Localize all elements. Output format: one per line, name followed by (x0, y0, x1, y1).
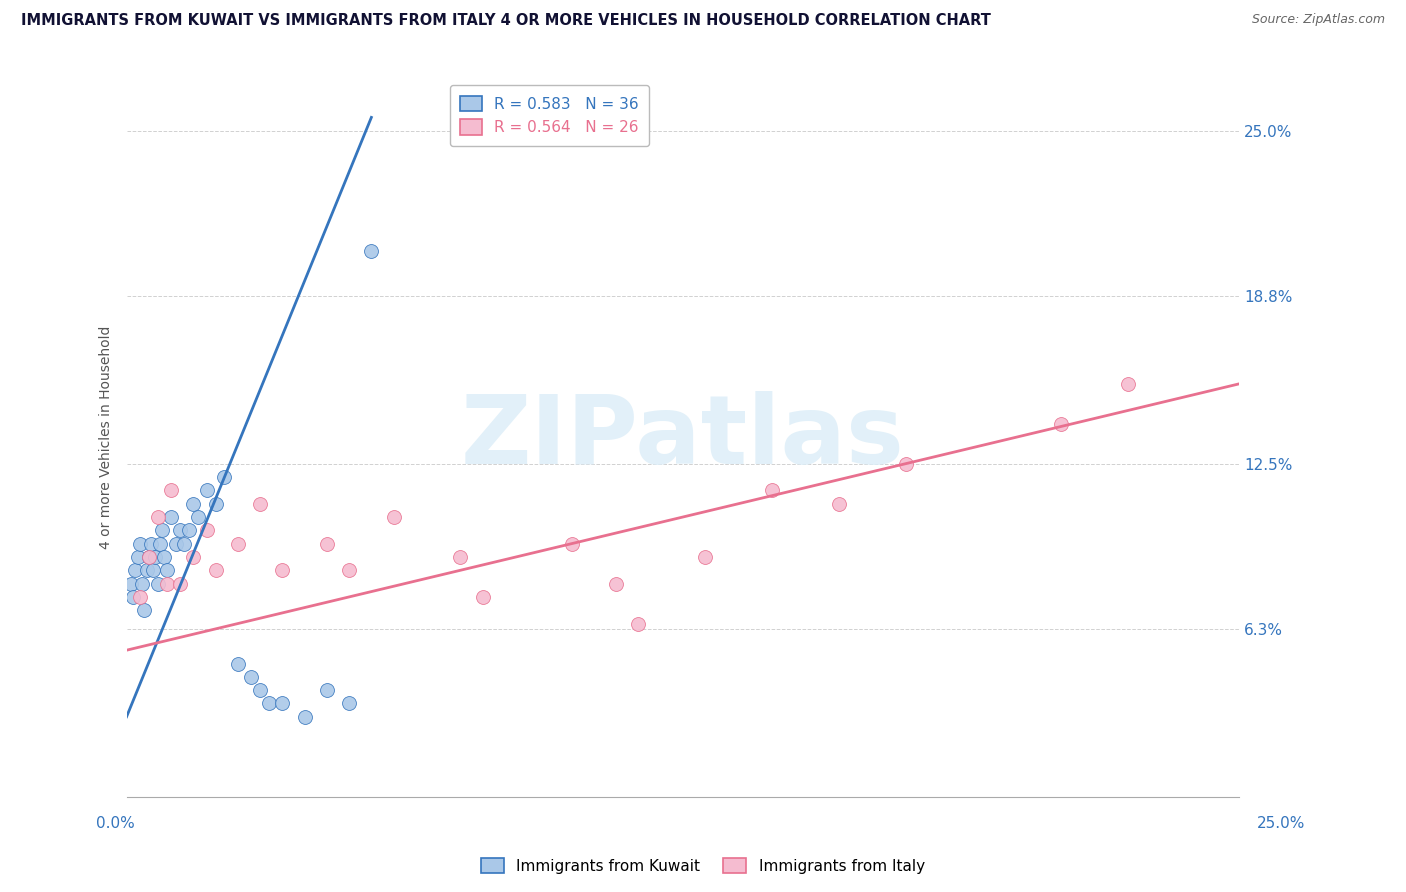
Point (382, 510, 405, 524)
Point (761, 483, 783, 498)
Point (142, 563, 165, 577)
Point (828, 497, 851, 511)
Point (134, 603, 156, 617)
Point (146, 576, 169, 591)
Point (124, 563, 146, 577)
Point (156, 576, 179, 591)
Point (138, 549, 160, 564)
Point (135, 563, 157, 577)
Point (131, 576, 153, 591)
Point (149, 536, 172, 550)
Point (204, 563, 226, 577)
Point (271, 697, 294, 711)
Point (337, 563, 360, 577)
Point (195, 483, 218, 498)
Text: 25.0%: 25.0% (1257, 816, 1305, 831)
Point (138, 549, 160, 564)
Legend: R = 0.583   N = 36, R = 0.564   N = 26: R = 0.583 N = 36, R = 0.564 N = 26 (450, 85, 650, 146)
Point (169, 524, 191, 538)
Point (1116, 376, 1139, 391)
Point (122, 590, 145, 604)
Point (894, 457, 917, 471)
Point (169, 576, 191, 591)
Text: ZIPatlas: ZIPatlas (461, 391, 905, 483)
Point (177, 524, 200, 538)
Point (337, 697, 360, 711)
Point (695, 549, 717, 564)
Text: Source: ZipAtlas.com: Source: ZipAtlas.com (1251, 13, 1385, 27)
Text: 0.0%: 0.0% (96, 816, 135, 831)
Point (226, 536, 249, 550)
Point (127, 549, 149, 564)
Point (156, 563, 179, 577)
Point (315, 683, 337, 698)
Point (214, 470, 236, 484)
Point (145, 549, 167, 564)
Point (165, 536, 187, 550)
Point (249, 683, 271, 698)
Point (240, 670, 263, 684)
Point (173, 536, 195, 550)
Text: IMMIGRANTS FROM KUWAIT VS IMMIGRANTS FROM ITALY 4 OR MORE VEHICLES IN HOUSEHOLD : IMMIGRANTS FROM KUWAIT VS IMMIGRANTS FRO… (21, 13, 991, 29)
Point (360, 244, 382, 258)
Point (561, 536, 583, 550)
Point (150, 524, 173, 538)
Point (315, 536, 337, 550)
Point (226, 657, 249, 671)
Point (249, 497, 271, 511)
Point (160, 483, 183, 498)
Point (187, 510, 209, 524)
Point (471, 590, 494, 604)
Point (271, 563, 294, 577)
Point (139, 536, 162, 550)
Point (1050, 417, 1073, 431)
Point (146, 510, 169, 524)
Point (605, 576, 627, 591)
Y-axis label: 4 or more Vehicles in Household: 4 or more Vehicles in Household (100, 326, 114, 549)
Point (153, 549, 176, 564)
Point (257, 697, 280, 711)
Point (627, 616, 650, 631)
Point (204, 497, 226, 511)
Point (181, 497, 204, 511)
Point (129, 590, 152, 604)
Point (120, 576, 142, 591)
Point (160, 510, 183, 524)
Legend: Immigrants from Kuwait, Immigrants from Italy: Immigrants from Kuwait, Immigrants from … (475, 852, 931, 880)
Point (181, 549, 204, 564)
Point (449, 549, 471, 564)
Point (195, 524, 218, 538)
Point (129, 536, 152, 550)
Point (294, 710, 316, 724)
